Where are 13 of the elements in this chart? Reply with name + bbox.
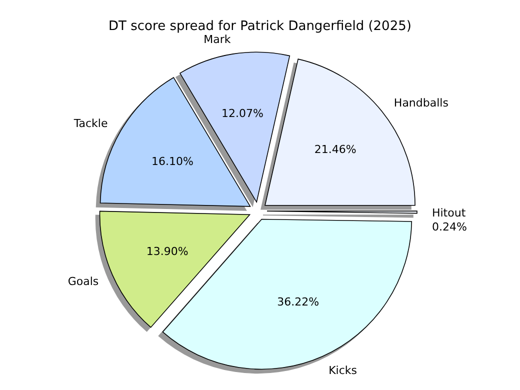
data-label: 12.07% — [222, 107, 264, 120]
slice-label: Goals — [68, 274, 99, 288]
slice-label: Tackle — [72, 117, 108, 130]
data-label: 16.10% — [152, 155, 194, 168]
data-label: 0.24% — [432, 220, 467, 234]
slice-label: Handballs — [394, 96, 449, 110]
slice-label: Mark — [204, 33, 232, 46]
data-label: 13.90% — [146, 244, 188, 258]
data-label: 21.46% — [314, 143, 356, 156]
slice-label: Hitout — [432, 206, 466, 220]
data-label: 36.22% — [277, 295, 320, 308]
chart-title: DT score spread for Patrick Dangerfield (2025) — [108, 19, 412, 34]
slice-label: Kicks — [328, 364, 358, 378]
